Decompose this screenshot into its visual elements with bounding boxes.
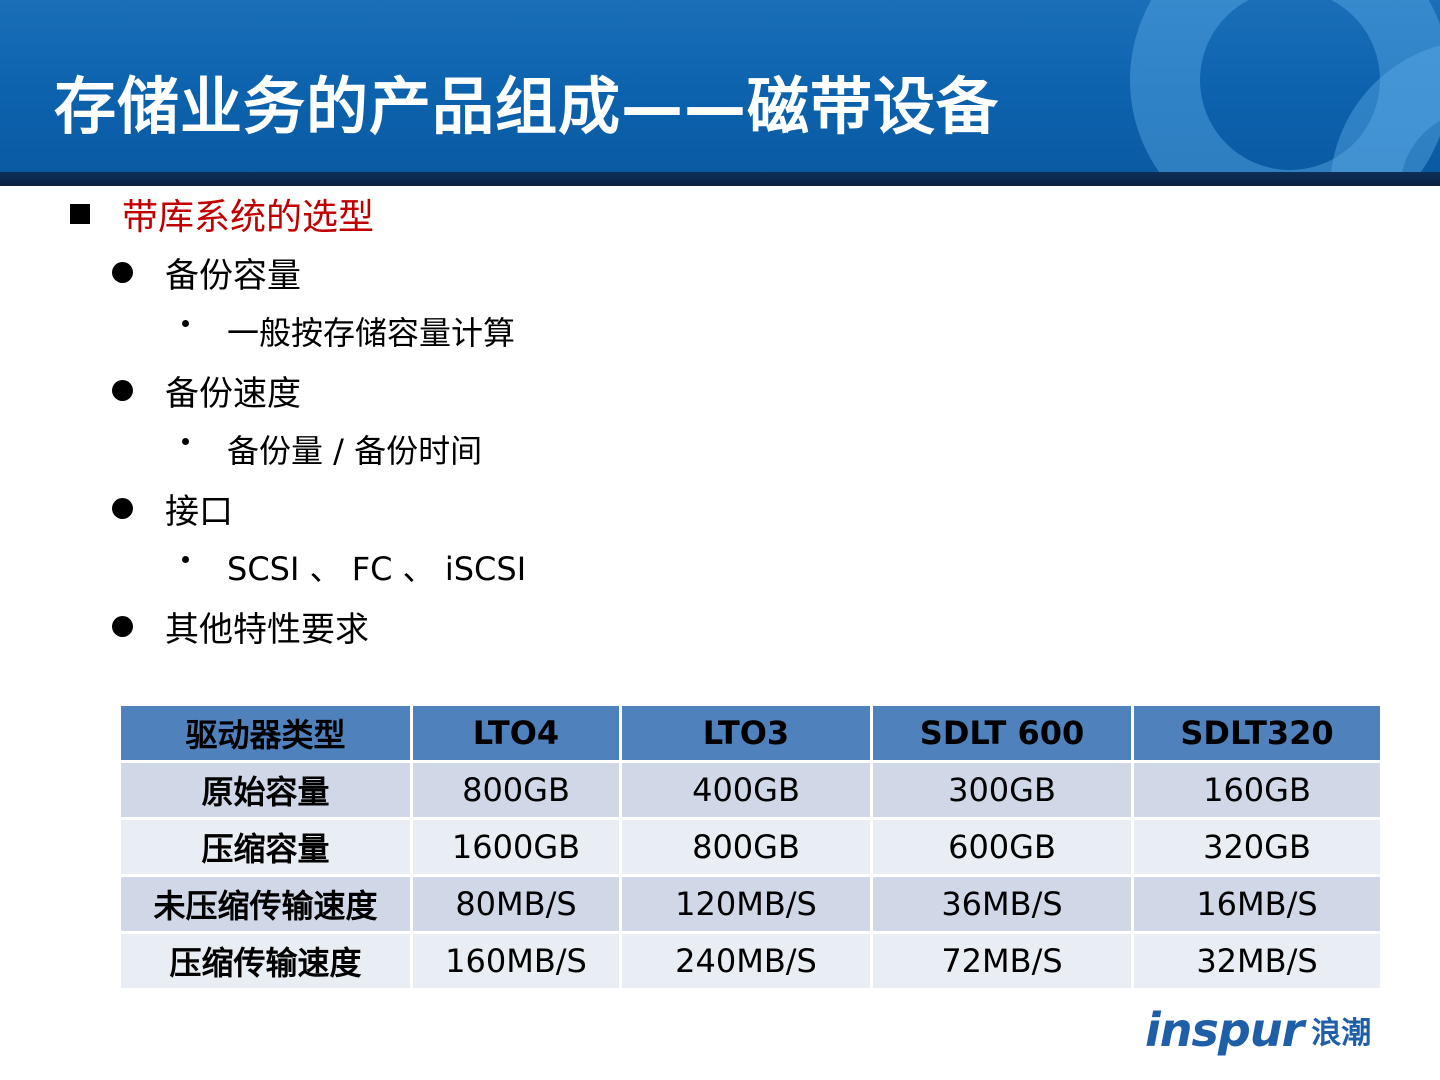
table-cell: 16MB/S <box>1131 874 1383 934</box>
header-cell: 驱动器类型 <box>118 703 413 763</box>
table-row: 原始容量 800GB 400GB 300GB 160GB <box>118 760 1383 820</box>
table-cell: 600GB <box>870 817 1134 877</box>
table-cell: 32MB/S <box>1131 931 1383 991</box>
table-header-row: 驱动器类型 LTO4 LTO3 SDLT 600 SDLT320 <box>118 703 1383 763</box>
table-cell: 80MB/S <box>410 874 622 934</box>
square-bullet-icon <box>70 204 90 224</box>
heading-text: 带库系统的选型 <box>122 197 375 238</box>
table-cell: 240MB/S <box>619 931 873 991</box>
inspur-logo: inspur 浪潮 <box>1145 1003 1371 1057</box>
subitem-label: 一般按存储容量计算 <box>227 314 516 352</box>
table-cell: 300GB <box>870 760 1134 820</box>
bullet-icon <box>112 262 133 283</box>
tape-drive-table: 驱动器类型 LTO4 LTO3 SDLT 600 SDLT320 原始容量 80… <box>118 703 1383 991</box>
table-row: 压缩容量 1600GB 800GB 600GB 320GB <box>118 817 1383 877</box>
bullet-icon <box>112 380 133 401</box>
table-cell: 800GB <box>619 817 873 877</box>
outline-heading: 带库系统的选型 <box>70 188 374 240</box>
header-cell: LTO3 <box>619 703 873 763</box>
header-cell: LTO4 <box>410 703 622 763</box>
logo-text-en: inspur <box>1145 1003 1304 1057</box>
table-cell: 800GB <box>410 760 622 820</box>
title-banner <box>0 0 1440 172</box>
header-cell: SDLT320 <box>1131 703 1383 763</box>
table-cell: 120MB/S <box>619 874 873 934</box>
small-bullet-icon <box>182 437 189 445</box>
table-cell: 1600GB <box>410 817 622 877</box>
table-cell: 400GB <box>619 760 873 820</box>
table-cell: 160MB/S <box>410 931 622 991</box>
bullet-icon <box>112 616 133 637</box>
row-header: 压缩传输速度 <box>118 931 413 991</box>
row-header: 原始容量 <box>118 760 413 820</box>
outline-subitem: SCSI 、 FC 、 iSCSI <box>182 544 526 590</box>
banner-divider <box>0 172 1440 186</box>
header-cell: SDLT 600 <box>870 703 1134 763</box>
table-cell: 160GB <box>1131 760 1383 820</box>
row-header: 未压缩传输速度 <box>118 874 413 934</box>
bullet-icon <box>112 498 133 519</box>
item-label: 其他特性要求 <box>165 610 369 650</box>
page-title: 存储业务的产品组成——磁带设备 <box>54 70 1000 143</box>
table-cell: 320GB <box>1131 817 1383 877</box>
item-label: 接口 <box>165 492 233 532</box>
logo-text-cn: 浪潮 <box>1311 1016 1372 1051</box>
subitem-label: SCSI 、 FC 、 iSCSI <box>227 550 527 588</box>
table-row: 压缩传输速度 160MB/S 240MB/S 72MB/S 32MB/S <box>118 931 1383 991</box>
row-header: 压缩容量 <box>118 817 413 877</box>
table-row: 未压缩传输速度 80MB/S 120MB/S 36MB/S 16MB/S <box>118 874 1383 934</box>
outline-item: 其他特性要求 <box>112 602 369 651</box>
item-label: 备份容量 <box>165 256 301 296</box>
table-cell: 72MB/S <box>870 931 1134 991</box>
outline-subitem: 一般按存储容量计算 <box>182 308 515 354</box>
table-cell: 36MB/S <box>870 874 1134 934</box>
outline-item: 备份速度 <box>112 366 301 415</box>
subitem-label: 备份量 / 备份时间 <box>227 432 483 470</box>
item-label: 备份速度 <box>165 374 301 414</box>
small-bullet-icon <box>182 555 189 563</box>
outline-item: 备份容量 <box>112 248 301 297</box>
outline-subitem: 备份量 / 备份时间 <box>182 426 482 472</box>
small-bullet-icon <box>182 319 189 327</box>
outline-item: 接口 <box>112 484 233 533</box>
